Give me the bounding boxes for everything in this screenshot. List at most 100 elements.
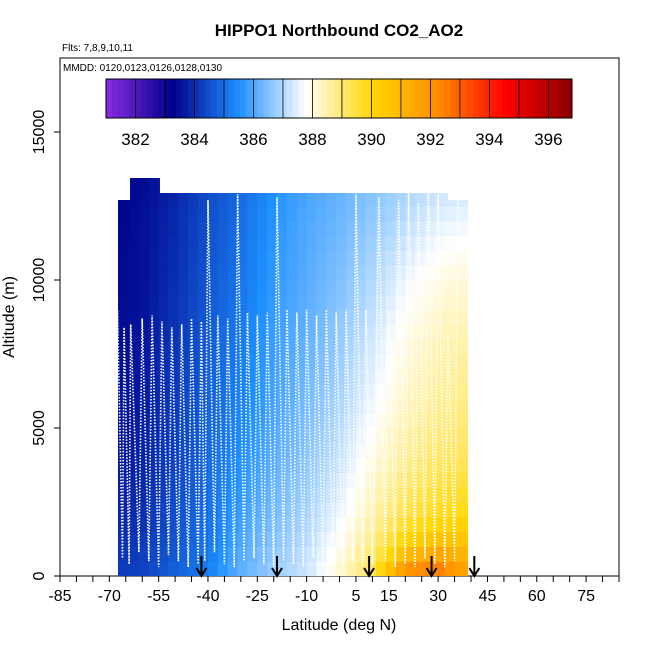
field-cell [217, 235, 229, 251]
field-cell [375, 531, 387, 547]
field-cell [277, 428, 288, 444]
field-cell [306, 191, 318, 207]
field-cell [425, 398, 436, 414]
field-cell [355, 324, 367, 340]
field-cell [257, 235, 268, 251]
field-cell [148, 220, 160, 237]
x-tick-label: -25 [246, 588, 269, 605]
field-cell [178, 516, 189, 533]
field-cell [198, 294, 209, 311]
colorbar-segment [240, 79, 247, 118]
field-cell [296, 398, 308, 414]
field-cell [434, 428, 446, 444]
field-cell [365, 235, 377, 251]
field-cell [434, 368, 446, 385]
field-cell [316, 546, 327, 562]
field-cell [316, 516, 327, 533]
field-cell [129, 546, 140, 562]
field-cell [267, 546, 278, 562]
field-cell [118, 546, 120, 562]
colorbar-segment [286, 79, 293, 118]
field-cell [375, 457, 387, 473]
field-cell [237, 309, 249, 325]
field-cell [158, 472, 170, 488]
field-cell [267, 280, 278, 296]
field-cell [296, 220, 308, 237]
field-cell [257, 546, 268, 562]
field-cell [415, 442, 426, 459]
field-cell [267, 398, 278, 414]
field-cell [286, 442, 298, 459]
field-cell [267, 442, 278, 459]
field-cell [178, 442, 189, 459]
field-cell [306, 280, 318, 296]
field-cell [385, 250, 396, 266]
field-cell [425, 383, 436, 399]
profile-marker-arrow [363, 556, 375, 578]
field-cell [346, 294, 357, 311]
field-cell [415, 487, 426, 503]
field-cell [277, 309, 288, 325]
field-cell [217, 442, 229, 459]
field-cell [168, 531, 179, 547]
field-cell [395, 516, 406, 533]
colorbar-segment [403, 79, 410, 118]
field-cell [296, 546, 308, 562]
field-cell [237, 280, 249, 296]
field-cell [188, 546, 199, 562]
field-cell [415, 206, 426, 222]
field-cell [138, 324, 150, 340]
field-cell [434, 531, 446, 547]
colorbar-segment [245, 79, 253, 118]
colorbar-border [105, 78, 573, 119]
field-cell [365, 368, 377, 385]
field-cell [237, 220, 249, 237]
field-cell [415, 472, 426, 488]
field-cell [247, 354, 258, 370]
field-cell [346, 220, 357, 237]
field-cell [129, 294, 140, 311]
field-cell [395, 472, 406, 488]
field-cell [405, 235, 416, 251]
field-cell [415, 324, 426, 340]
profile-marker-arrow [271, 556, 283, 578]
field-cell [237, 324, 249, 340]
field-cell [375, 354, 387, 370]
field-cell [316, 235, 327, 251]
field-cell [119, 235, 130, 251]
field-cell [148, 191, 160, 207]
field-cell [375, 472, 387, 488]
x-tick-label: -10 [295, 588, 318, 605]
field-cell [286, 265, 298, 281]
field-cell [158, 546, 170, 562]
field-cell [237, 487, 249, 503]
field-cell [365, 309, 377, 325]
field-cell [316, 487, 327, 503]
field-cell [119, 442, 130, 459]
field-cell [405, 206, 416, 222]
field-cell [326, 339, 337, 355]
field-cell [355, 428, 367, 444]
field-cell [355, 457, 367, 473]
field-cell [306, 428, 318, 444]
field-cell [267, 206, 278, 222]
field-cell [188, 516, 199, 533]
field-cell [208, 546, 219, 562]
field-cell [168, 220, 179, 237]
field-cell [119, 428, 130, 444]
field-cell [365, 191, 377, 207]
field-cell [306, 339, 318, 355]
field-cell [257, 250, 268, 266]
field-cell [148, 206, 160, 222]
field-cell [129, 178, 140, 192]
field-cell [306, 250, 318, 266]
colorbar-segment [449, 79, 456, 118]
field-cell [227, 413, 239, 429]
field-cell [434, 250, 446, 266]
field-cell [217, 546, 229, 562]
field-cell [415, 413, 426, 429]
colorbar-segment [304, 79, 311, 118]
colorbar-segment [164, 79, 171, 118]
colorbar-segment [443, 79, 451, 118]
field-cell [119, 294, 130, 311]
